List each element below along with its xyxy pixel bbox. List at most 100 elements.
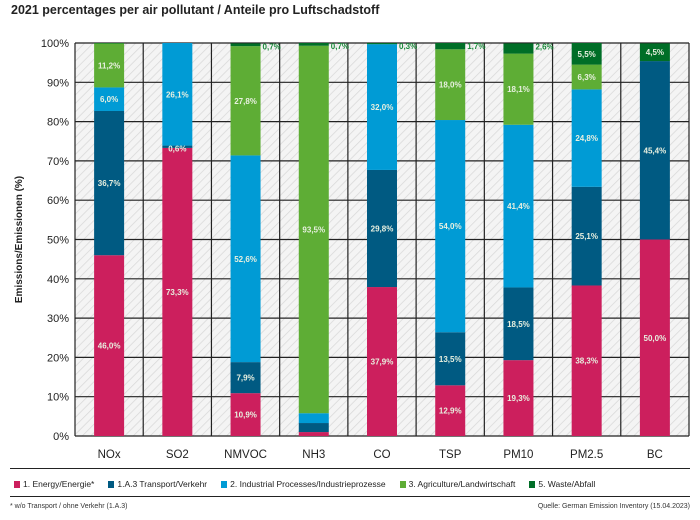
y-tick-label: 100% [41,38,69,50]
data-label: 18,5% [507,320,530,329]
legend-swatch [14,480,20,488]
legend-label: 3. Agriculture/Landwirtschaft [408,479,516,489]
x-tick-label: NMVOC [224,449,267,461]
bar-segment [503,360,534,436]
x-tick-label: NH3 [302,449,325,461]
bar-segment [435,49,466,121]
legend-swatch [529,480,536,488]
legend-swatch [221,480,228,488]
bar-segment [571,186,602,286]
y-tick-label: 90% [47,77,69,89]
data-label: 11,2% [98,61,120,70]
bar-segment [230,362,261,394]
data-label: 0,3% [399,42,417,51]
bar-segment [94,110,125,256]
legend-label: 1. Energy/Energie* [23,479,95,489]
data-label: 2,6% [535,42,553,51]
bar-segment [639,239,670,436]
legend-label: 2. Industrial Processes/Industrieprozess… [230,479,386,489]
bar-segment [94,87,125,111]
bar-segment [94,43,125,88]
bar-segment [230,43,261,47]
y-tick-label: 40% [47,274,69,286]
bar-segment [367,43,397,45]
x-tick-label: CO [373,449,390,461]
y-tick-label: 50% [47,235,69,247]
legend-swatch [399,480,406,488]
bar-segment [435,385,466,436]
bar-segment [639,43,670,62]
data-label: 46,0% [98,342,121,351]
footnote: * w/o Transport / ohne Verkehr (1.A.3) [10,503,128,510]
bar-segment [571,285,602,436]
bar-segment [230,393,261,436]
bar-segment [367,287,397,436]
data-label: 6,0% [100,95,118,104]
bar-segment [435,43,466,50]
bar-segment [571,64,602,90]
data-label: 50,0% [644,334,667,343]
bar-segment [503,53,534,125]
data-label: 32,0% [371,103,394,112]
data-label: 19,3% [507,394,530,403]
y-tick-label: 30% [47,313,69,325]
data-label: 41,4% [507,202,530,211]
bar-segment [298,413,329,424]
legend-item: 5. Waste/Abfall [529,479,595,489]
data-label: 12,9% [439,407,462,416]
data-label: 13,5% [439,355,462,364]
legend-label: 1.A.3 Transport/Verkehr [117,479,208,489]
bar-segment [298,43,329,46]
divider [10,468,690,469]
bar-segment [435,332,466,386]
bar-segment [571,89,602,187]
y-tick-label: 70% [47,156,69,168]
bar-segment [639,61,670,240]
data-label: 24,8% [575,134,598,143]
bar-segment [94,255,125,436]
data-label: 5,5% [578,50,596,59]
bar-segment [571,43,602,65]
data-label: 0,6% [168,145,186,154]
bar-segment [503,43,534,54]
data-label: 73,3% [166,288,189,297]
bar-segment [162,43,193,146]
data-label: 26,1% [166,90,189,99]
bar-segment [230,155,261,363]
legend-item: 1. Energy/Energie* [14,479,94,489]
data-label: 1,7% [467,42,485,51]
bar-segment [230,46,261,156]
data-label: 18,1% [507,85,530,94]
data-label: 36,7% [98,179,121,188]
x-tick-label: NOx [98,449,121,461]
x-tick-label: BC [647,449,663,461]
data-label: 0,7% [331,42,349,51]
data-label: 52,6% [234,255,257,264]
bar-segment [94,43,125,44]
bar-segment [298,45,329,414]
data-label: 27,8% [234,97,257,106]
legend: 1. Energy/Energie* 1.A.3 Transport/Verkeh… [14,479,595,489]
bar-segment [298,432,329,436]
source-note: Quelle: German Emission Inventory (15.04… [537,503,690,510]
x-tick-label: TSP [439,449,462,461]
y-tick-label: 0% [53,431,69,443]
legend-item: 1.A.3 Transport/Verkehr [108,479,207,489]
y-axis-label: Emissions/Emissionen (%) [14,176,25,303]
data-label: 7,9% [236,374,254,383]
data-label: 38,3% [575,357,598,366]
legend-item: 3. Agriculture/Landwirtschaft [399,479,516,489]
bar-segment [162,145,193,148]
y-tick-label: 20% [47,352,69,364]
bar-segment [503,124,534,288]
data-label: 93,5% [302,225,325,234]
bar-segment [162,147,193,436]
divider [10,496,690,497]
x-tick-label: PM2.5 [570,449,603,461]
y-tick-label: 80% [47,117,69,129]
data-label: 18,0% [439,81,462,90]
data-label: 0,7% [263,42,281,51]
data-label: 6,3% [578,73,596,82]
bar-segment [435,120,466,333]
y-tick-label: 10% [47,392,69,404]
